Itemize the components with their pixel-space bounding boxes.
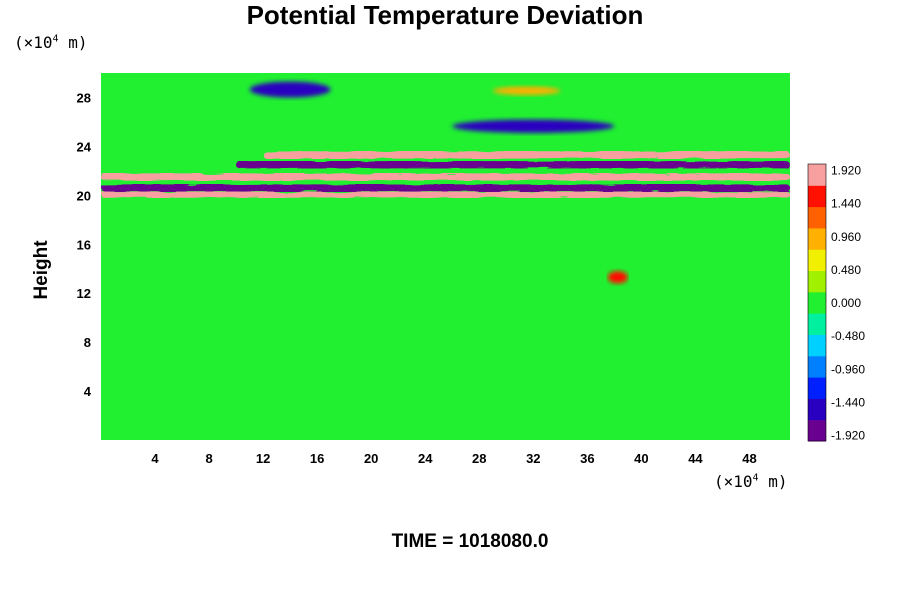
heatmap-feature-7 — [492, 86, 561, 96]
colorbar-swatch-3 — [808, 355, 826, 378]
x-tick-label-0: 4 — [151, 451, 159, 466]
y-tick-label-0: 4 — [84, 384, 92, 399]
colorbar-tick-label-5: -0.480 — [831, 329, 865, 343]
colorbar-tick-label-0: 1.920 — [831, 164, 861, 178]
x-tick-label-8: 36 — [580, 451, 594, 466]
time-label: TIME = 1018080.0 — [391, 531, 549, 552]
colorbar-swatch-7 — [808, 270, 826, 293]
heatmap-feature-5 — [263, 151, 790, 159]
heatmap-feature-6 — [249, 81, 331, 98]
y-tick-label-4: 20 — [77, 188, 91, 203]
colorbar-swatch-8 — [808, 249, 826, 272]
colorbar-swatch-4 — [808, 334, 826, 357]
colorbar-swatch-2 — [808, 377, 826, 399]
y-tick-label-3: 16 — [77, 237, 91, 252]
x-tick-label-6: 28 — [472, 451, 486, 466]
x-tick-label-2: 12 — [256, 451, 270, 466]
colorbar-swatch-1 — [808, 398, 826, 421]
x-axis: 4 8 12 16 20 24 28 32 36 40 44 48 — [151, 451, 756, 466]
colorbar-tick-label-6: -0.960 — [831, 362, 865, 376]
colorbar-swatch-9 — [808, 227, 826, 250]
heatmap-feature-1 — [101, 173, 790, 181]
colorbar-swatch-5 — [808, 313, 826, 335]
chart-title: Potential Temperature Deviation — [246, 0, 644, 30]
heatmap-feature-3 — [101, 191, 790, 198]
colorbar-tick-label-8: -1.920 — [831, 429, 865, 443]
colorbar-tick-label-2: 0.960 — [831, 230, 861, 244]
colorbar-swatch-10 — [808, 206, 826, 229]
x-tick-label-3: 16 — [310, 451, 324, 466]
colorbar-swatch-11 — [808, 185, 826, 208]
x-tick-label-5: 24 — [418, 451, 433, 466]
x-tick-label-11: 48 — [742, 451, 756, 466]
colorbar-swatch-12 — [808, 164, 826, 186]
colorbar-tick-label-4: 0.000 — [831, 296, 861, 310]
heatmap-feature-4 — [236, 161, 790, 169]
y-axis: 4 8 12 16 20 24 28 — [77, 90, 92, 399]
x-axis-unit: (×104 m) — [714, 472, 788, 491]
y-tick-label-2: 12 — [77, 286, 91, 301]
heatmap-background — [101, 73, 790, 440]
y-axis-unit: (×104 m) — [14, 33, 88, 52]
x-tick-label-7: 32 — [526, 451, 540, 466]
colorbar-swatch-6 — [808, 291, 826, 314]
x-tick-label-9: 40 — [634, 451, 648, 466]
y-tick-label-5: 24 — [77, 139, 92, 154]
colorbar: 1.920 1.440 0.960 0.480 0.000 -0.480 -0.960 -1.… — [807, 163, 865, 443]
heatmap-feature-8 — [452, 119, 615, 133]
y-tick-label-6: 28 — [77, 90, 91, 105]
x-tick-label-10: 44 — [688, 451, 703, 466]
x-tick-label-4: 20 — [364, 451, 378, 466]
colorbar-tick-label-7: -1.440 — [831, 395, 865, 409]
x-tick-label-1: 8 — [205, 451, 212, 466]
colorbar-frame — [807, 163, 827, 442]
plot-area — [101, 73, 790, 440]
colorbar-tick-label-1: 1.440 — [831, 197, 861, 211]
colorbar-tick-label-3: 0.480 — [831, 263, 861, 277]
colorbar-swatch-0 — [808, 419, 826, 442]
y-tick-label-1: 8 — [84, 335, 91, 350]
heatmap-feature-9 — [607, 271, 628, 284]
heatmap-feature-2 — [101, 184, 790, 192]
